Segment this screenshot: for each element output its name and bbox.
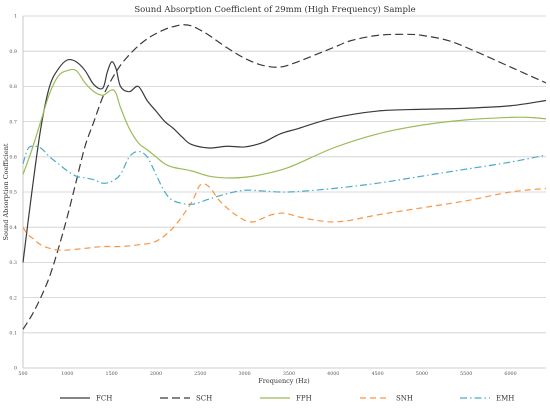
- y-axis-label: Sound Absorption Coefficient: [2, 143, 10, 240]
- legend-label-fch: FCH: [96, 395, 112, 403]
- x-tick-label: 6000: [504, 371, 516, 377]
- x-tick-label: 1500: [106, 371, 118, 377]
- series-line-snh: [22, 183, 547, 251]
- series-line-fch: [22, 58, 547, 263]
- y-tick-label: 0.2: [9, 295, 17, 301]
- y-tick-label: 0.7: [9, 119, 17, 125]
- x-tick-label: 5500: [460, 371, 472, 377]
- legend-label-fph: FPH: [296, 395, 312, 403]
- y-tick-label: 0.1: [9, 331, 17, 337]
- x-tick-label: 500: [18, 371, 27, 377]
- y-tick-label: 1: [14, 14, 17, 20]
- y-tick-label: 0.9: [9, 49, 17, 55]
- y-tick-label: 0.8: [9, 84, 17, 90]
- series-line-emh: [22, 145, 547, 205]
- y-tick-label: 0.3: [9, 260, 17, 266]
- x-tick-label: 1000: [61, 371, 73, 377]
- x-axis-label: Frequency (Hz): [258, 377, 310, 385]
- gridlines: [22, 15, 546, 369]
- x-tick-label: 4500: [371, 371, 383, 377]
- series-line-fph: [22, 68, 547, 179]
- y-tick-label: 0.6: [9, 155, 17, 161]
- series-lines: [22, 24, 547, 330]
- chart-title: Sound Absorption Coefficient of 29mm (Hi…: [134, 4, 415, 15]
- series-line-sch: [22, 24, 547, 330]
- legend-label-sch: SCH: [196, 395, 212, 403]
- y-tick-label: 0: [14, 366, 17, 372]
- x-tick-label: 5000: [416, 371, 428, 377]
- x-tick-label: 2000: [150, 371, 162, 377]
- x-tick-label: 3500: [283, 371, 295, 377]
- x-tick-label: 4000: [327, 371, 339, 377]
- legend-label-emh: EMH: [496, 395, 514, 403]
- y-tick-label: 0.5: [9, 190, 17, 196]
- y-tick-label: 0.4: [9, 225, 17, 231]
- x-tick-labels: 500 1000 1500 2000 2500 3000 3500 4000 4500 5000 5…: [18, 371, 516, 377]
- legend: FCH SCH FPH SNH EMH: [60, 395, 514, 403]
- legend-label-snh: SNH: [396, 395, 413, 403]
- x-tick-label: 3000: [239, 371, 251, 377]
- y-tick-labels: 0 0.1 0.2 0.3 0.4 0.5 0.6 0.7 0.8 0.9 1: [9, 14, 17, 372]
- x-tick-label: 2500: [194, 371, 206, 377]
